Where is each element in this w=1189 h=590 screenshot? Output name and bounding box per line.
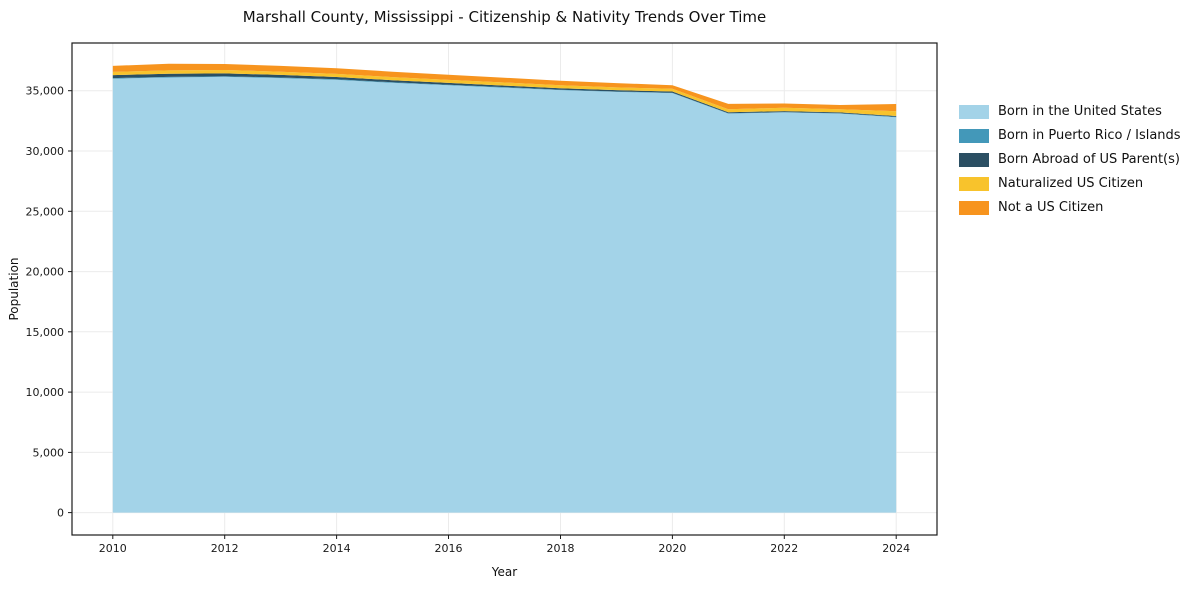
svg-text:0: 0 (57, 507, 64, 520)
x-axis-label: Year (491, 565, 518, 579)
y-axis-label: Population (7, 257, 21, 321)
legend-swatch (959, 176, 989, 191)
legend-swatch (959, 200, 989, 215)
svg-text:25,000: 25,000 (26, 205, 65, 218)
svg-text:20,000: 20,000 (26, 266, 65, 279)
svg-text:2010: 2010 (99, 542, 127, 555)
svg-text:2022: 2022 (770, 542, 798, 555)
legend-label: Naturalized US Citizen (998, 176, 1144, 191)
svg-text:2020: 2020 (658, 542, 686, 555)
legend-item: Born in the United States (959, 104, 1181, 119)
legend-item: Born in Puerto Rico / Islands (959, 128, 1181, 143)
legend-item: Naturalized US Citizen (959, 176, 1181, 191)
legend: Born in the United States Born in Puerto … (955, 102, 1185, 217)
legend-label: Born in the United States (998, 104, 1162, 119)
svg-text:15,000: 15,000 (26, 326, 65, 339)
svg-text:5,000: 5,000 (33, 446, 65, 459)
svg-text:10,000: 10,000 (26, 386, 65, 399)
legend-label: Born Abroad of US Parent(s) (998, 152, 1180, 167)
svg-text:2018: 2018 (547, 542, 575, 555)
legend-swatch (959, 128, 989, 143)
legend-item: Not a US Citizen (959, 200, 1181, 215)
chart-title: Marshall County, Mississippi - Citizensh… (242, 8, 767, 26)
legend-label: Born in Puerto Rico / Islands (998, 128, 1181, 143)
legend-item: Born Abroad of US Parent(s) (959, 152, 1181, 167)
legend-label: Not a US Citizen (998, 200, 1104, 215)
svg-text:2014: 2014 (323, 542, 351, 555)
legend-swatch (959, 152, 989, 167)
svg-text:35,000: 35,000 (26, 85, 65, 98)
svg-text:30,000: 30,000 (26, 145, 65, 158)
legend-swatch (959, 104, 989, 119)
svg-text:2016: 2016 (435, 542, 463, 555)
svg-text:2024: 2024 (882, 542, 910, 555)
svg-text:2012: 2012 (211, 542, 239, 555)
